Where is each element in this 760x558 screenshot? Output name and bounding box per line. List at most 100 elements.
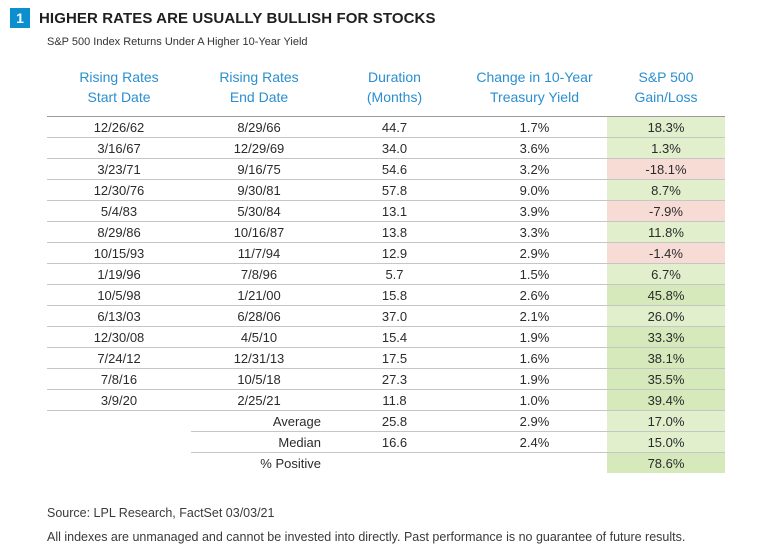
- summary-blank-cell: [47, 432, 191, 453]
- cell-start-date: 3/23/71: [47, 158, 191, 180]
- cell-end-date: 10/5/18: [191, 368, 327, 390]
- summary-row: % Positive 78.6%: [47, 452, 725, 474]
- cell-sp500-gain: 33.3%: [607, 326, 725, 348]
- cell-end-date: 5/30/84: [191, 200, 327, 222]
- returns-table: Rising Rates Start Date Rising Rates End Da…: [47, 61, 725, 473]
- cell-end-date: 12/31/13: [191, 347, 327, 369]
- column-header-line: Rising Rates: [79, 68, 159, 85]
- cell-duration: 34.0: [327, 137, 462, 159]
- cell-duration: 11.8: [327, 389, 462, 411]
- cell-start-date: 5/4/83: [47, 200, 191, 222]
- cell-duration: 15.8: [327, 284, 462, 306]
- summary-blank-cell: [47, 453, 191, 474]
- table-row: 3/23/71 9/16/75 54.6 3.2% -18.1%: [47, 158, 725, 180]
- cell-yield-change: 1.7%: [462, 116, 607, 138]
- cell-start-date: 10/15/93: [47, 242, 191, 264]
- cell-duration: 44.7: [327, 116, 462, 138]
- source-note: Source: LPL Research, FactSet 03/03/21: [47, 506, 275, 520]
- table-row: 6/13/03 6/28/06 37.0 2.1% 26.0%: [47, 305, 725, 327]
- cell-duration: 5.7: [327, 263, 462, 285]
- cell-yield-change: 3.6%: [462, 137, 607, 159]
- cell-start-date: 6/13/03: [47, 305, 191, 327]
- cell-end-date: 6/28/06: [191, 305, 327, 327]
- table-row: 7/24/12 12/31/13 17.5 1.6% 38.1%: [47, 347, 725, 369]
- cell-duration: 25.8: [327, 410, 462, 432]
- cell-yield-change: 2.9%: [462, 410, 607, 432]
- cell-yield-change: 3.9%: [462, 200, 607, 222]
- column-header-sp500-gain: S&P 500 Gain/Loss: [607, 61, 725, 117]
- cell-yield-change: 2.4%: [462, 431, 607, 453]
- cell-end-date: 9/30/81: [191, 179, 327, 201]
- summary-label: % Positive: [260, 455, 321, 471]
- cell-sp500-gain: 78.6%: [607, 452, 725, 473]
- cell-end-date: 12/29/69: [191, 137, 327, 159]
- cell-start-date: 12/30/76: [47, 179, 191, 201]
- column-header-line: End Date: [229, 88, 289, 105]
- column-header-line: Gain/Loss: [634, 88, 698, 105]
- column-header-line: (Months): [366, 88, 423, 105]
- cell-start-date: 8/29/86: [47, 221, 191, 243]
- column-header-start-date: Rising Rates Start Date: [47, 61, 191, 117]
- column-header-line: Duration: [368, 68, 421, 85]
- disclaimer-note: All indexes are unmanaged and cannot be …: [47, 530, 686, 544]
- summary-label: Average: [191, 410, 327, 432]
- column-header-duration: Duration (Months): [327, 61, 462, 117]
- cell-yield-change: 1.0%: [462, 389, 607, 411]
- cell-sp500-gain: -7.9%: [607, 200, 725, 222]
- cell-sp500-gain: 45.8%: [607, 284, 725, 306]
- cell-sp500-gain: 18.3%: [607, 116, 725, 138]
- table-body: 12/26/62 8/29/66 44.7 1.7% 18.3% 3/16/67 12/29…: [47, 116, 725, 474]
- cell-duration: 12.9: [327, 242, 462, 264]
- table-row: 3/9/20 2/25/21 11.8 1.0% 39.4%: [47, 389, 725, 411]
- cell-sp500-gain: -1.4%: [607, 242, 725, 264]
- cell-start-date: 10/5/98: [47, 284, 191, 306]
- cell-start-date: 3/9/20: [47, 389, 191, 411]
- cell-yield-change: 2.1%: [462, 305, 607, 327]
- cell-end-date: 4/5/10: [191, 326, 327, 348]
- figure-number-badge: 1: [10, 8, 30, 28]
- cell-sp500-gain: 8.7%: [607, 179, 725, 201]
- column-header-line: Treasury Yield: [490, 88, 579, 105]
- cell-end-date: 7/8/96: [191, 263, 327, 285]
- table-row: 5/4/83 5/30/84 13.1 3.9% -7.9%: [47, 200, 725, 222]
- cell-sp500-gain: 17.0%: [607, 410, 725, 432]
- cell-duration: 17.5: [327, 347, 462, 369]
- chart-title: HIGHER RATES ARE USUALLY BULLISH FOR STO…: [39, 9, 436, 27]
- cell-yield-change: 2.9%: [462, 242, 607, 264]
- column-header-line: Start Date: [87, 88, 151, 105]
- cell-duration: [327, 453, 462, 474]
- cell-start-date: 3/16/67: [47, 137, 191, 159]
- table-row: 3/16/67 12/29/69 34.0 3.6% 1.3%: [47, 137, 725, 159]
- column-header-line: S&P 500: [638, 68, 694, 85]
- cell-end-date: 2/25/21: [191, 389, 327, 411]
- table-row: 7/8/16 10/5/18 27.3 1.9% 35.5%: [47, 368, 725, 390]
- table-row: 8/29/86 10/16/87 13.8 3.3% 11.8%: [47, 221, 725, 243]
- column-header-end-date: Rising Rates End Date: [191, 61, 327, 117]
- table-row: 10/15/93 11/7/94 12.9 2.9% -1.4%: [47, 242, 725, 264]
- cell-start-date: 7/8/16: [47, 368, 191, 390]
- cell-sp500-gain: 6.7%: [607, 263, 725, 285]
- table-row: 1/19/96 7/8/96 5.7 1.5% 6.7%: [47, 263, 725, 285]
- cell-sp500-gain: 15.0%: [607, 431, 725, 453]
- cell-yield-change: 9.0%: [462, 179, 607, 201]
- cell-sp500-gain: 38.1%: [607, 347, 725, 369]
- table-row: 10/5/98 1/21/00 15.8 2.6% 45.8%: [47, 284, 725, 306]
- column-header-yield-change: Change in 10-Year Treasury Yield: [462, 61, 607, 117]
- cell-duration: 13.1: [327, 200, 462, 222]
- cell-sp500-gain: -18.1%: [607, 158, 725, 180]
- column-header-line: Rising Rates: [219, 68, 299, 85]
- cell-yield-change: 1.9%: [462, 326, 607, 348]
- cell-yield-change: 3.2%: [462, 158, 607, 180]
- cell-sp500-gain: 39.4%: [607, 389, 725, 411]
- table-row: 12/30/76 9/30/81 57.8 9.0% 8.7%: [47, 179, 725, 201]
- cell-sp500-gain: 1.3%: [607, 137, 725, 159]
- cell-yield-change: 1.5%: [462, 263, 607, 285]
- summary-label: Median: [191, 431, 327, 453]
- summary-row: Median 16.6 2.4% 15.0%: [47, 431, 725, 453]
- cell-duration: 16.6: [327, 431, 462, 453]
- cell-yield-change: [462, 453, 607, 474]
- cell-start-date: 12/30/08: [47, 326, 191, 348]
- cell-duration: 13.8: [327, 221, 462, 243]
- cell-duration: 37.0: [327, 305, 462, 327]
- column-header-line: Change in 10-Year: [476, 68, 593, 85]
